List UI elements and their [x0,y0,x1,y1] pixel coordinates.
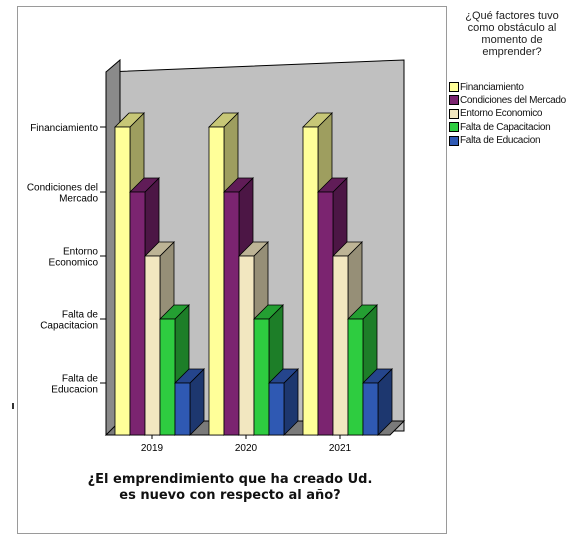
legend-title: ¿Qué factores tuvo como obstáculo al mom… [465,10,559,58]
legend-label: Falta de Capacitacion [460,121,551,133]
left-edge-mark [12,403,14,409]
legend-item: Falta de Capacitacion [449,121,574,133]
bar-2021-1 [317,191,334,436]
legend-item: Falta de Educacion [449,135,574,147]
bar-2021-0 [302,126,319,436]
bar-2021-4 [362,382,379,436]
bar-2019-4 [174,382,191,436]
bar-2019-2 [144,255,161,436]
legend-swatch [449,135,459,146]
legend-swatch [449,108,459,119]
legend-label: Financiamiento [460,81,524,93]
legend: Financiamiento Condiciones del Mercado Ent… [449,81,574,148]
bar-2021-2 [332,255,349,436]
legend-item: Entorno Economico [449,108,574,120]
bar-2020-3 [253,318,270,436]
bar-2020-4 [268,382,285,436]
legend-label: Entorno Economico [460,108,543,120]
legend-label: Condiciones del Mercado [460,94,566,106]
bar-2019-0 [114,126,131,436]
bar-2020-1 [223,191,240,436]
x-tick-label: 2019 [141,443,164,454]
y-tick-label: Falta de Capacitacion [40,310,98,332]
legend-swatch [449,82,459,92]
x-axis-title: ¿El emprendimiento que ha creado Ud. es … [87,472,373,503]
bar-2020-2 [238,255,255,436]
y-tick-label: Financiamiento [30,123,98,134]
bar-2020-0 [208,126,225,436]
legend-swatch [449,95,459,106]
y-tick-label: Condiciones del Mercado [27,183,99,205]
y-tick-label: Entorno Economico [49,247,99,269]
legend-swatch [449,122,459,133]
bar-2019-3 [159,318,176,436]
legend-item: Financiamiento [449,81,574,93]
legend-item: Condiciones del Mercado [449,94,574,106]
x-tick-label: 2020 [235,443,258,454]
bar-2019-1 [129,191,146,436]
x-tick-label: 2021 [329,443,352,454]
y-tick-label: Falta de Educacion [51,374,98,396]
legend-label: Falta de Educacion [460,135,541,147]
bar-2021-3 [347,318,364,436]
